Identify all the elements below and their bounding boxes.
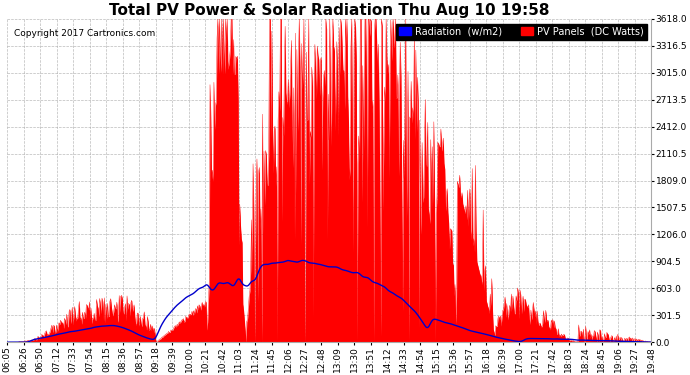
Legend: Radiation  (w/m2), PV Panels  (DC Watts): Radiation (w/m2), PV Panels (DC Watts) [396,24,647,40]
Text: Copyright 2017 Cartronics.com: Copyright 2017 Cartronics.com [14,28,155,38]
Title: Total PV Power & Solar Radiation Thu Aug 10 19:58: Total PV Power & Solar Radiation Thu Aug… [109,3,550,18]
